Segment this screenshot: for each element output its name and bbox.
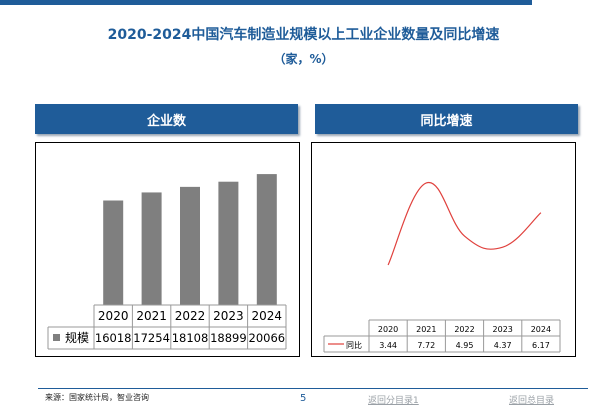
- data-label: 17254: [133, 331, 170, 345]
- tick-label: 2021: [416, 325, 436, 334]
- data-label: 4.95: [456, 341, 474, 350]
- series-line: [387, 182, 542, 266]
- legend-label: 规模: [65, 330, 89, 345]
- data-label: 4.37: [494, 341, 512, 350]
- data-label: 7.72: [417, 341, 435, 350]
- tick-label: 2021: [136, 309, 167, 323]
- line-chart-panel: 2020 2021 2022 2023 2024 3.44 7.72 4.95 4.37 6.17…: [311, 142, 576, 357]
- tick-label: 2022: [454, 325, 474, 334]
- bar: [180, 186, 200, 305]
- line-chart: 2020 2021 2022 2023 2024 3.44 7.72 4.95 4.37 6.17…: [323, 182, 561, 353]
- top-accent-bar: [0, 0, 532, 5]
- tick-label: 2024: [531, 325, 551, 334]
- tick-label: 2023: [493, 325, 513, 334]
- bar: [256, 174, 277, 305]
- legend-label: 同比: [346, 340, 362, 350]
- page-title: 2020-2024中国汽车制造业规模以上工业企业数量及同比增速: [107, 27, 500, 43]
- data-label: 16018: [95, 331, 132, 345]
- tick-label: 2022: [175, 309, 206, 323]
- footer-source: 来源：国家统计局，智业咨询: [45, 393, 149, 402]
- page-subtitle: （家，%）: [273, 52, 334, 66]
- legend-swatch: [53, 334, 60, 341]
- bar-chart: 2020 2021 2022 2023 2024 16018 17254 18108 18899…: [47, 174, 287, 350]
- panel-header-growth-rate: 同比增速: [315, 104, 578, 134]
- tick-label: 2020: [98, 309, 129, 323]
- bar: [141, 192, 162, 305]
- data-label: 18899: [210, 331, 247, 345]
- tick-label: 2024: [252, 309, 283, 323]
- page-number: 5: [300, 393, 307, 404]
- bar: [103, 200, 124, 305]
- bar-chart-panel: 2020 2021 2022 2023 2024 16018 17254 18108 18899…: [35, 142, 300, 357]
- data-label: 20066: [249, 331, 286, 345]
- data-label: 3.44: [379, 341, 397, 350]
- back-to-main-link[interactable]: 返回总目录: [509, 396, 555, 406]
- tick-label: 2020: [378, 325, 398, 334]
- panel-header-enterprise-count: 企业数: [35, 104, 298, 134]
- data-label: 18108: [172, 331, 209, 345]
- tick-label: 2023: [213, 309, 244, 323]
- footer-divider: [38, 388, 588, 389]
- bar: [218, 181, 239, 305]
- data-label: 6.17: [532, 341, 550, 350]
- back-to-section-link[interactable]: 返回分目录1: [368, 396, 419, 406]
